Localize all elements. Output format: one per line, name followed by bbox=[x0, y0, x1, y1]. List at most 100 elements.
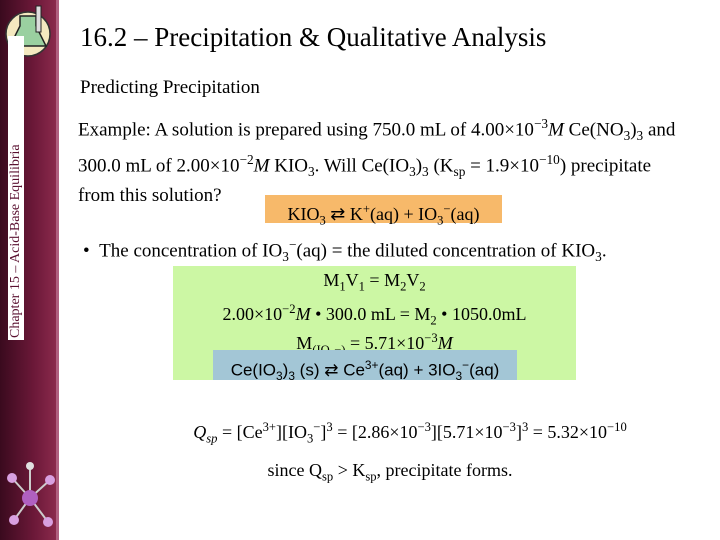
element bbox=[22, 490, 38, 506]
superscript: − bbox=[313, 420, 321, 434]
text-run: ] bbox=[320, 422, 327, 442]
superscript: + bbox=[362, 202, 370, 216]
text-run: Ce(NO bbox=[563, 119, 624, 141]
subscript: 3 bbox=[455, 369, 463, 384]
text-run: ) precipitate from this solution? bbox=[78, 155, 652, 207]
subscript: 3 bbox=[623, 128, 631, 144]
text-run: • 1050.0mL bbox=[436, 304, 527, 324]
text-run: Ce(IO bbox=[230, 360, 277, 380]
text-run: = 5.71×10 bbox=[345, 333, 425, 353]
text-run: −) bbox=[334, 343, 345, 357]
text-run: V bbox=[406, 270, 420, 290]
text-run: ) bbox=[630, 119, 637, 141]
italic-text: Q bbox=[193, 422, 207, 442]
text-run: ][IO bbox=[276, 422, 307, 442]
subscript: 3 bbox=[276, 369, 283, 384]
superscript: −3 bbox=[424, 331, 438, 345]
subscript: sp bbox=[321, 469, 334, 484]
dilution-line: 2.00×10−2M • 300.0 mL = M2 • 1050.0mL bbox=[173, 295, 576, 328]
superscript: − bbox=[443, 202, 451, 216]
text-run: ⇄ K bbox=[325, 204, 363, 224]
italic-text: M bbox=[437, 333, 453, 353]
sidebar-edge bbox=[56, 0, 59, 540]
subscript: 3 bbox=[306, 431, 314, 446]
text-run: (aq) = the diluted concentration of KIO bbox=[296, 240, 596, 262]
text-run: ] bbox=[515, 422, 522, 442]
element bbox=[9, 515, 19, 525]
superscript: 3+ bbox=[262, 420, 276, 434]
subscript: 3 bbox=[319, 213, 326, 228]
text-run: ) bbox=[415, 155, 423, 177]
subscript: 3 bbox=[595, 249, 602, 265]
italic-text: M bbox=[295, 304, 311, 324]
superscript: −2 bbox=[282, 302, 296, 316]
superscript: − bbox=[288, 237, 297, 252]
superscript: −3 bbox=[533, 116, 549, 131]
text-run: KIO bbox=[269, 155, 308, 177]
text-run: • 300.0 mL = M bbox=[310, 304, 431, 324]
text-run: 2.00×10 bbox=[222, 304, 283, 324]
subscript: 3 bbox=[409, 164, 416, 180]
equation-box: KIO3 ⇄ K+(aq) + IO3−(aq) bbox=[265, 195, 502, 228]
element bbox=[7, 473, 17, 483]
text-run: Example: A solution is prepared using 75… bbox=[78, 119, 534, 141]
superscript: −3 bbox=[417, 420, 431, 434]
italic-text: M bbox=[548, 119, 564, 141]
qsp-line: Qsp = [Ce3+][IO3−]3 = [2.86×10−3][5.71×1… bbox=[0, 420, 720, 447]
superscript: 3 bbox=[521, 420, 529, 434]
text-run: KIO bbox=[287, 204, 320, 224]
text-run: The concentration of IO bbox=[99, 240, 283, 262]
subtitle: Predicting Precipitation bbox=[80, 77, 260, 98]
text-run: = M bbox=[364, 270, 401, 290]
text-run: (K bbox=[428, 155, 454, 177]
dilution-line: M1V1 = M2V2 bbox=[173, 266, 576, 295]
molecule-icon bbox=[7, 462, 55, 527]
subscript: 3 bbox=[422, 164, 429, 180]
subscript: sp bbox=[206, 432, 217, 446]
subscript: 3 bbox=[437, 213, 444, 228]
conclusion: since Qsp > Ksp, precipitate forms. bbox=[0, 460, 720, 485]
chapter-label: Chapter 15 – Acid-Base Equilibria bbox=[8, 36, 24, 340]
superscript: −10 bbox=[539, 152, 560, 168]
text-run: . bbox=[601, 240, 607, 262]
text-run: (aq) + 3IO bbox=[378, 360, 456, 380]
text-run: = 1.9×10 bbox=[465, 155, 540, 177]
text-run: M bbox=[296, 333, 313, 353]
subscript: 1 bbox=[339, 279, 346, 294]
subscript: 3 bbox=[636, 128, 644, 144]
dilution-line: M(IO3−) = 5.71×10−3M bbox=[173, 324, 576, 359]
superscript: −10 bbox=[607, 420, 627, 434]
text-run: = [Ce bbox=[217, 422, 263, 442]
subscript: 3 bbox=[308, 164, 315, 180]
element bbox=[43, 517, 53, 527]
text-run: ][5.71×10 bbox=[430, 422, 503, 442]
superscript: −2 bbox=[239, 152, 254, 168]
text-run: , precipitate forms. bbox=[376, 460, 513, 480]
superscript: 3+ bbox=[364, 358, 379, 372]
italic-text: sp bbox=[206, 431, 218, 446]
subscript: 2 bbox=[400, 279, 407, 294]
text-run: (aq) bbox=[469, 360, 500, 380]
subscript: 3 bbox=[288, 369, 295, 384]
element bbox=[26, 462, 34, 470]
example-text: Example: A solution is prepared using 75… bbox=[78, 112, 678, 208]
superscript: 3 bbox=[326, 420, 333, 434]
text-run: V bbox=[345, 270, 359, 290]
subscript: 3 bbox=[282, 249, 289, 265]
element bbox=[45, 475, 55, 485]
element bbox=[35, 5, 42, 33]
text-run: (aq) + IO bbox=[369, 204, 438, 224]
subscript: 1 bbox=[358, 279, 365, 294]
slide-title: 16.2 – Precipitation & Qualitative Analy… bbox=[80, 22, 547, 52]
text-run: since Q bbox=[267, 460, 322, 480]
italic-text: M bbox=[253, 155, 270, 177]
text-run: = [2.86×10 bbox=[332, 422, 418, 442]
text-run: M bbox=[323, 270, 340, 290]
superscript: −3 bbox=[502, 420, 516, 434]
subscript: 2 bbox=[430, 313, 437, 328]
equation-box: Ce(IO3)3 (s) ⇄ Ce3+(aq) + 3IO3−(aq) bbox=[213, 350, 517, 384]
text-run: ) bbox=[282, 360, 289, 380]
text-run: and 300.0 mL of 2.00×10 bbox=[78, 119, 676, 177]
subscript: sp bbox=[453, 164, 466, 180]
